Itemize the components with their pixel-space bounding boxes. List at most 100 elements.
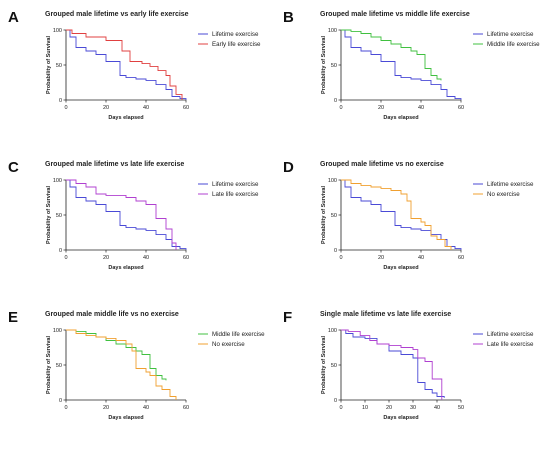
legend-label: Early life exercise <box>212 41 261 48</box>
x-axis-label: Days elapsed <box>108 115 143 121</box>
legend-label: Middle life exercise <box>212 331 265 338</box>
y-tick-label: 100 <box>53 328 62 334</box>
legend-label: Lifetime exercise <box>487 181 534 188</box>
series-line-1 <box>66 29 183 100</box>
x-axis-label: Days elapsed <box>383 115 418 121</box>
series-line-0 <box>66 329 167 381</box>
panel-e: E Grouped male middle life vs no exercise… <box>8 309 265 421</box>
x-tick-label: 20 <box>103 405 109 411</box>
y-tick-label: 100 <box>328 28 337 34</box>
x-tick-label: 20 <box>103 105 109 111</box>
y-tick-label: 0 <box>59 248 62 254</box>
panel-title: Grouped male lifetime vs late life exerc… <box>45 161 184 168</box>
panel-b: B Grouped male lifetime vs middle life ex… <box>283 9 540 121</box>
y-axis-label: Probability of Survival <box>46 35 52 94</box>
legend-label: Lifetime exercise <box>487 331 534 338</box>
x-tick-label: 20 <box>386 405 392 411</box>
x-tick-label: 20 <box>103 255 109 261</box>
y-tick-label: 50 <box>56 363 62 369</box>
x-tick-label: 40 <box>143 255 149 261</box>
x-tick-label: 40 <box>143 405 149 411</box>
legend-label: Lifetime exercise <box>212 31 259 38</box>
series-line-1 <box>341 29 442 81</box>
series-line-0 <box>66 29 187 100</box>
panel-title: Single male lifetime vs late life exerci… <box>320 311 451 318</box>
y-tick-label: 0 <box>59 98 62 104</box>
panel-letter: A <box>8 9 19 26</box>
x-tick-label: 60 <box>458 105 464 111</box>
legend-label: Lifetime exercise <box>212 181 259 188</box>
panel-a: A Grouped male lifetime vs early life exe… <box>8 9 261 121</box>
legend-label: No exercise <box>212 341 245 348</box>
panel-f: F Single male lifetime vs late life exerc… <box>283 309 534 421</box>
x-tick-label: 30 <box>410 405 416 411</box>
legend-label: Lifetime exercise <box>487 31 534 38</box>
y-tick-label: 50 <box>56 63 62 69</box>
series-line-0 <box>341 179 462 250</box>
y-tick-label: 100 <box>53 28 62 34</box>
y-tick-label: 50 <box>56 213 62 219</box>
legend-label: Late life exercise <box>212 191 259 198</box>
y-axis-label: Probability of Survival <box>321 185 327 244</box>
y-axis-label: Probability of Survival <box>321 335 327 394</box>
x-tick-label: 60 <box>458 255 464 261</box>
x-axis-label: Days elapsed <box>383 415 418 421</box>
y-axis-label: Probability of Survival <box>46 335 52 394</box>
y-tick-label: 50 <box>331 213 337 219</box>
legend-label: Middle life exercise <box>487 41 540 48</box>
y-tick-label: 50 <box>331 63 337 69</box>
panel-c: C Grouped male lifetime vs late life exer… <box>8 159 259 271</box>
panel-d: D Grouped male lifetime vs no exercise 0 50… <box>283 159 534 271</box>
x-tick-label: 0 <box>64 405 67 411</box>
y-tick-label: 100 <box>328 178 337 184</box>
legend-label: No exercise <box>487 191 520 198</box>
series-line-0 <box>341 329 445 398</box>
panel-letter: B <box>283 9 294 26</box>
x-tick-label: 50 <box>458 405 464 411</box>
x-axis-label: Days elapsed <box>108 265 143 271</box>
x-tick-label: 0 <box>64 255 67 261</box>
x-tick-label: 40 <box>434 405 440 411</box>
x-axis-label: Days elapsed <box>383 265 418 271</box>
x-tick-label: 40 <box>143 105 149 111</box>
x-tick-label: 20 <box>378 255 384 261</box>
panel-letter: E <box>8 309 18 326</box>
y-tick-label: 100 <box>328 328 337 334</box>
x-tick-label: 0 <box>339 405 342 411</box>
panel-letter: D <box>283 159 294 176</box>
panel-letter: F <box>283 309 292 326</box>
y-axis-label: Probability of Survival <box>321 35 327 94</box>
x-tick-label: 20 <box>378 105 384 111</box>
x-tick-label: 60 <box>183 405 189 411</box>
y-tick-label: 0 <box>334 248 337 254</box>
x-tick-label: 40 <box>418 105 424 111</box>
y-tick-label: 0 <box>59 398 62 404</box>
x-tick-label: 40 <box>418 255 424 261</box>
y-tick-label: 0 <box>334 398 337 404</box>
panel-title: Grouped male lifetime vs no exercise <box>320 161 444 168</box>
panel-title: Grouped male lifetime vs middle life exe… <box>320 11 470 18</box>
series-line-0 <box>341 29 462 100</box>
series-line-1 <box>341 329 443 400</box>
panel-title: Grouped male middle life vs no exercise <box>45 311 179 318</box>
panel-letter: C <box>8 159 19 176</box>
y-tick-label: 100 <box>53 178 62 184</box>
series-line-1 <box>341 179 452 250</box>
y-axis-label: Probability of Survival <box>46 185 52 244</box>
x-tick-label: 0 <box>64 105 67 111</box>
panel-title: Grouped male lifetime vs early life exer… <box>45 11 189 18</box>
x-axis-label: Days elapsed <box>108 415 143 421</box>
x-tick-label: 10 <box>362 405 368 411</box>
series-line-1 <box>66 329 177 400</box>
series-line-0 <box>66 179 187 250</box>
y-tick-label: 50 <box>331 363 337 369</box>
x-tick-label: 0 <box>339 105 342 111</box>
y-tick-label: 0 <box>334 98 337 104</box>
legend-label: Late life exercise <box>487 341 534 348</box>
series-line-1 <box>66 179 177 250</box>
x-tick-label: 60 <box>183 105 189 111</box>
x-tick-label: 60 <box>183 255 189 261</box>
x-tick-label: 0 <box>339 255 342 261</box>
